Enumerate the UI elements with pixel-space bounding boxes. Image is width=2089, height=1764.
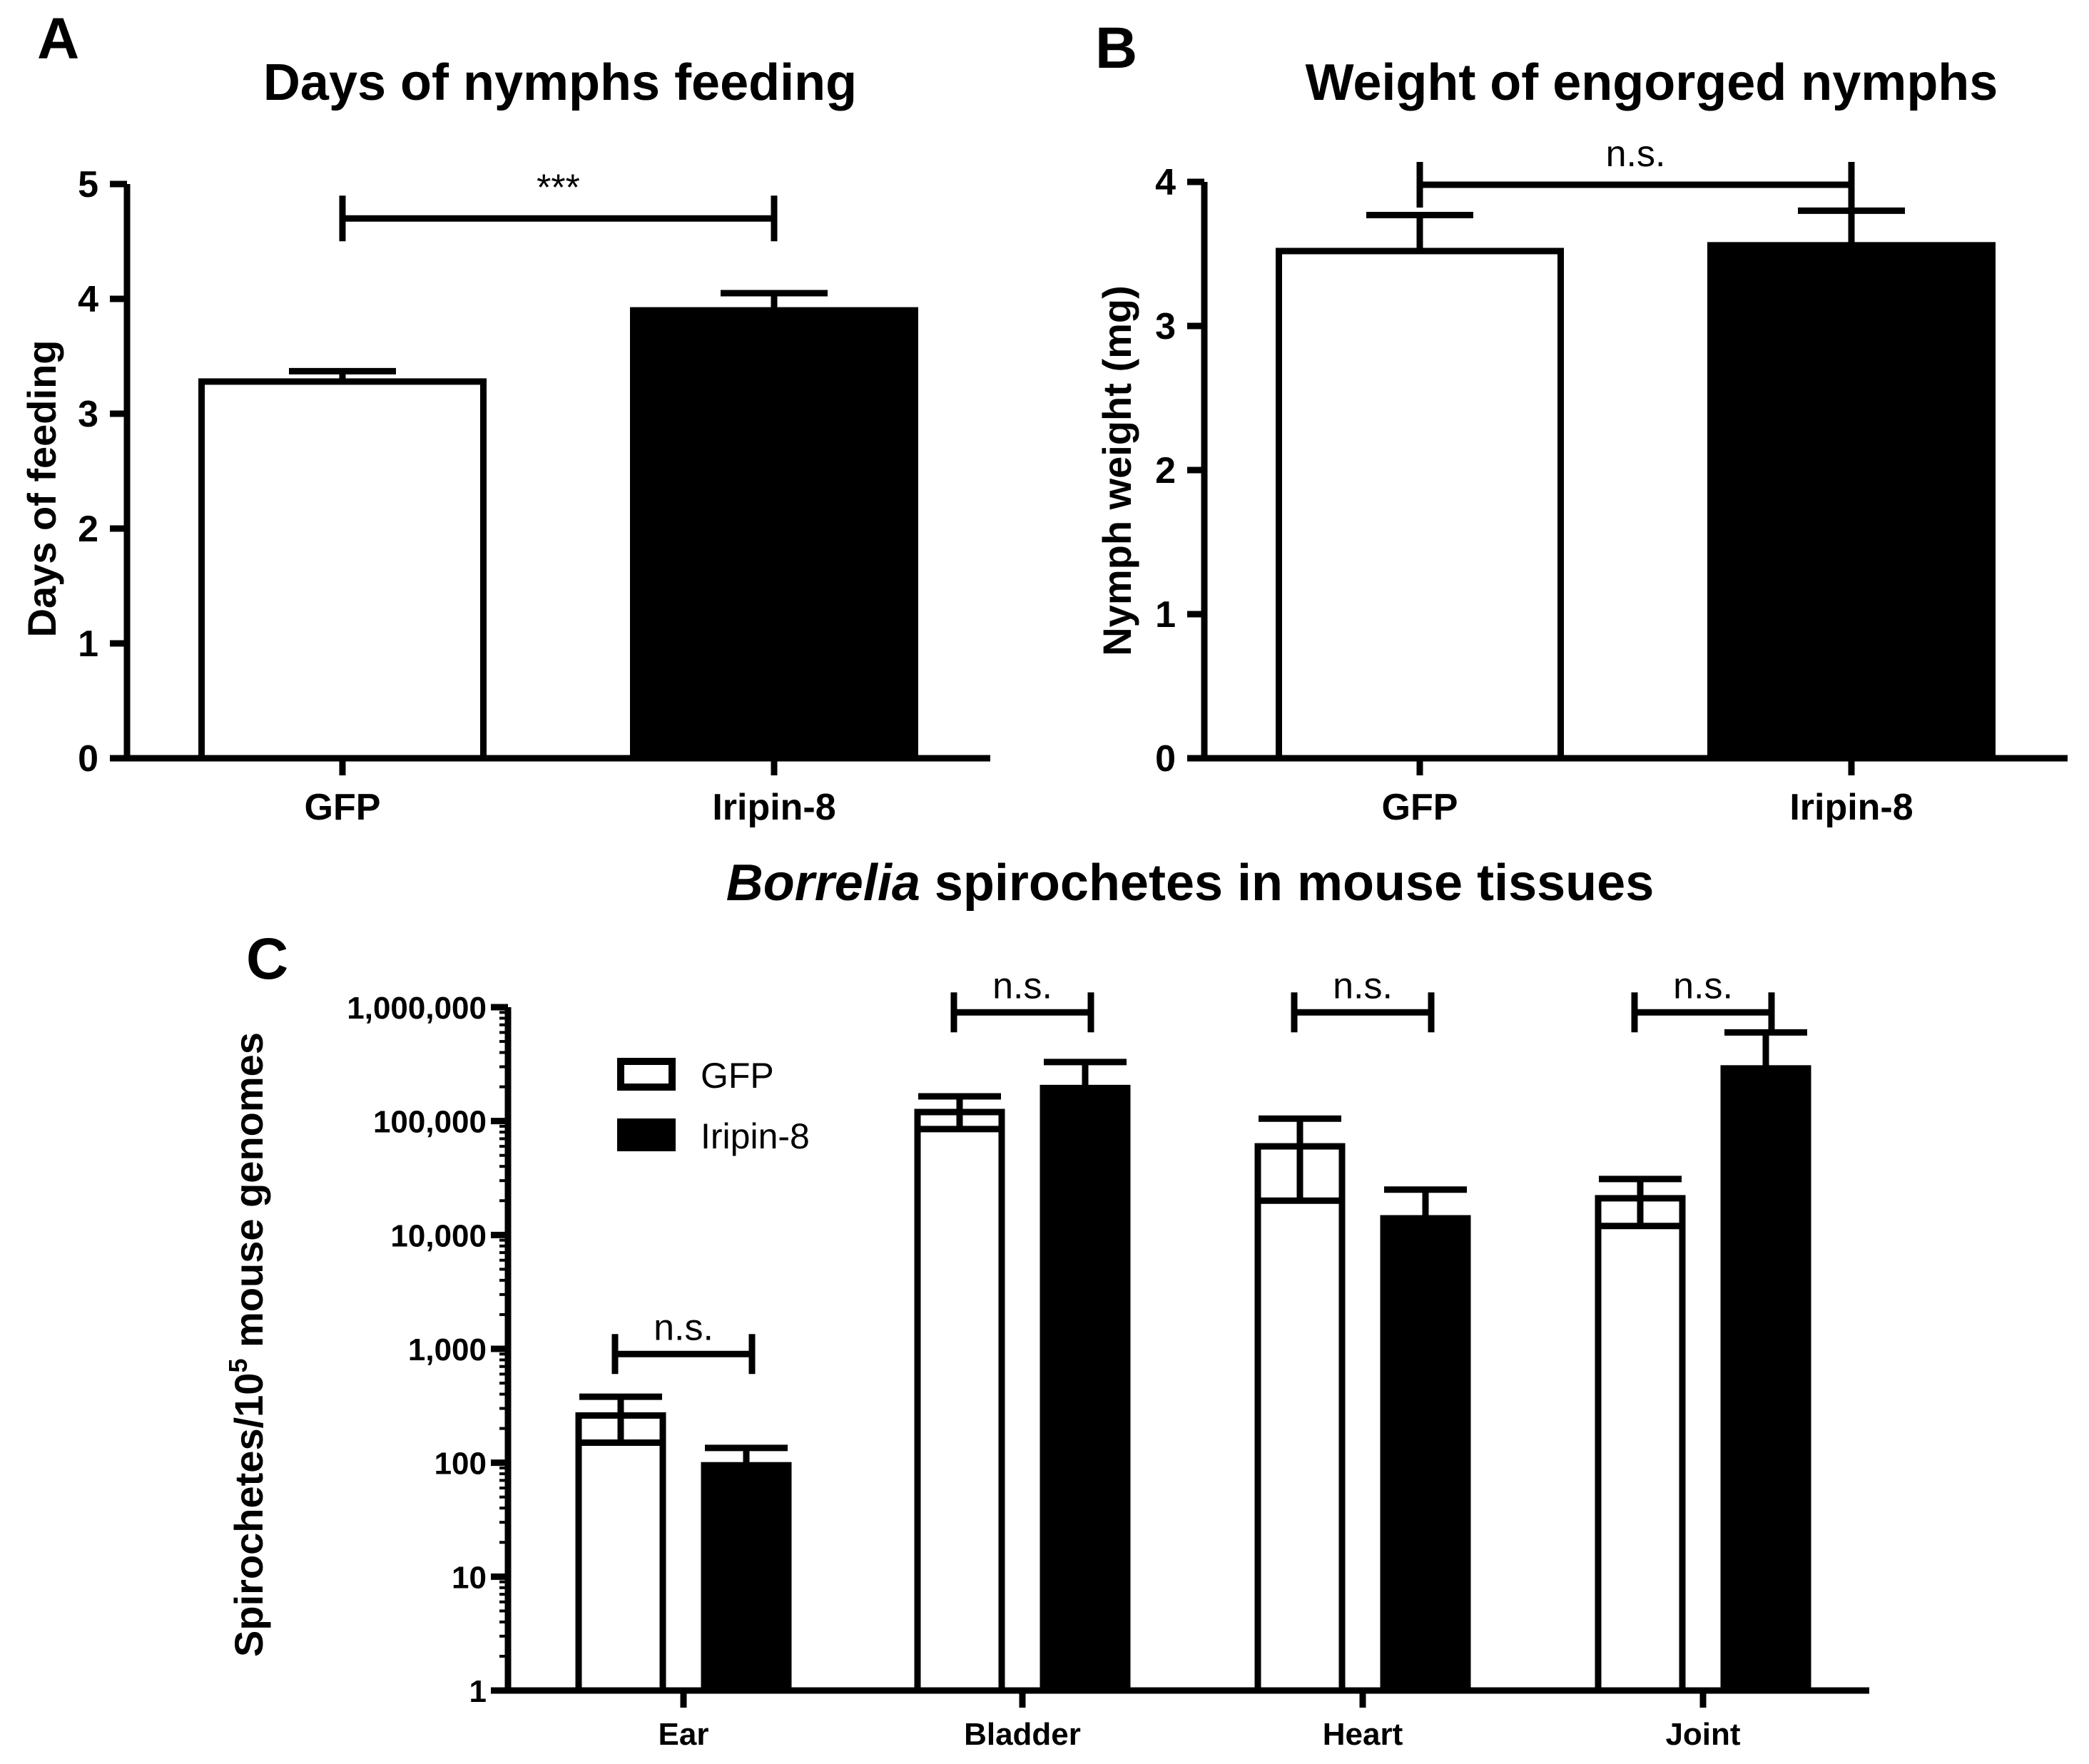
y-tick-label: 3	[78, 394, 98, 435]
bar-ear-gfp	[575, 1412, 666, 1694]
panel-c-y-axis-label-main: Spirochetes/10	[226, 1373, 271, 1657]
legend: GFP Iripin-8	[617, 1056, 810, 1156]
x-tick-label-iripin-8: Iripin-8	[712, 787, 835, 828]
panel-a-y-axis-label: Days of feeding	[19, 340, 64, 638]
bar-iripin-8	[1707, 242, 1996, 762]
panel-b-y-axis-label: Nymph weight (mg)	[1094, 285, 1139, 656]
bar-heart-iripin-8	[1380, 1215, 1471, 1694]
panel-c-title-rest: spirochetes in mouse tissues	[920, 855, 1654, 912]
x-tick-label-heart: Heart	[1323, 1717, 1403, 1752]
y-tick-label: 4	[78, 279, 98, 320]
bar-iripin-8	[630, 307, 918, 762]
panel-c-plot: 1 10 100 1,000 10,000 100,000 1,000,000 Ear Blad…	[347, 965, 1869, 1752]
x-tick-label-gfp: GFP	[1382, 787, 1458, 828]
legend-swatch-gfp	[617, 1058, 676, 1091]
panel-c-title: Borrelia spirochetes in mouse tissues	[726, 855, 1654, 912]
bar-heart-gfp	[1254, 1143, 1346, 1694]
panel-b-title: Weight of engorged nymphs	[1306, 54, 1998, 111]
panel-b-letter: B	[1095, 16, 1137, 81]
y-tick-label: 4	[1155, 162, 1176, 203]
significance-label: n.s.	[1673, 965, 1733, 1006]
bar-bladder-iripin-8	[1040, 1084, 1131, 1694]
panel-b-plot: 0 1 2 3 4 GFP Iripin-8 n.s.	[1155, 133, 2068, 828]
y-tick-label: 2	[1155, 450, 1176, 491]
y-tick-label: 100,000	[373, 1105, 487, 1140]
significance-label: n.s.	[654, 1307, 713, 1348]
bar-bladder-gfp	[914, 1108, 1005, 1694]
panel-c: C Borrelia spirochetes in mouse tissues …	[223, 855, 1869, 1752]
panel-a-title: Days of nymphs feeding	[263, 54, 857, 111]
y-tick-label: 0	[78, 738, 98, 780]
panel-b: B Weight of engorged nymphs Nymph weight…	[1094, 16, 2068, 828]
y-tick-label: 3	[1155, 306, 1176, 347]
bar-gfp	[198, 378, 487, 762]
legend-label-iripin-8: Iripin-8	[701, 1116, 810, 1156]
y-tick-label: 5	[78, 164, 98, 205]
significance-label: n.s.	[1333, 965, 1393, 1006]
y-tick-label: 100	[434, 1447, 487, 1482]
panel-c-y-axis-label-tail: mouse genomes	[226, 1032, 271, 1358]
x-tick-label-ear: Ear	[659, 1717, 709, 1752]
bar-joint-gfp	[1595, 1195, 1686, 1694]
x-tick-label-gfp: GFP	[305, 787, 381, 828]
x-tick-label-iripin-8: Iripin-8	[1789, 787, 1913, 828]
panel-c-title-italic: Borrelia	[726, 855, 920, 912]
y-tick-label: 10	[452, 1560, 487, 1595]
y-tick-label: 0	[1155, 738, 1176, 780]
bar-gfp	[1276, 248, 1564, 762]
y-tick-label: 2	[78, 509, 98, 550]
panel-c-y-axis-label: Spirochetes/105 mouse genomes	[223, 1032, 271, 1657]
bar-joint-iripin-8	[1720, 1065, 1811, 1694]
legend-label-gfp: GFP	[701, 1056, 774, 1096]
panel-c-letter: C	[246, 927, 288, 991]
x-tick-label-joint: Joint	[1665, 1717, 1740, 1752]
y-tick-label: 1,000	[408, 1332, 487, 1367]
y-tick-label: 1	[1155, 594, 1176, 636]
legend-swatch-iripin-8	[617, 1118, 676, 1151]
y-tick-label: 1	[469, 1674, 487, 1709]
panel-a: A Days of nymphs feeding Days of feeding…	[19, 6, 990, 828]
panel-c-y-axis-label-sup: 5	[223, 1359, 253, 1373]
x-tick-label-bladder: Bladder	[964, 1717, 1081, 1752]
panel-a-letter: A	[37, 6, 79, 71]
significance-label: n.s.	[1606, 133, 1666, 175]
y-tick-label: 1,000,000	[347, 991, 487, 1026]
y-tick-label: 10,000	[390, 1218, 487, 1253]
significance-label: n.s.	[992, 965, 1052, 1006]
panel-a-plot: 0 1 2 3 4 5 GFP Iripin-8 ***	[78, 164, 990, 828]
significance-label: ***	[537, 167, 580, 208]
y-tick-label: 1	[78, 623, 98, 665]
bar-ear-iripin-8	[701, 1462, 792, 1694]
